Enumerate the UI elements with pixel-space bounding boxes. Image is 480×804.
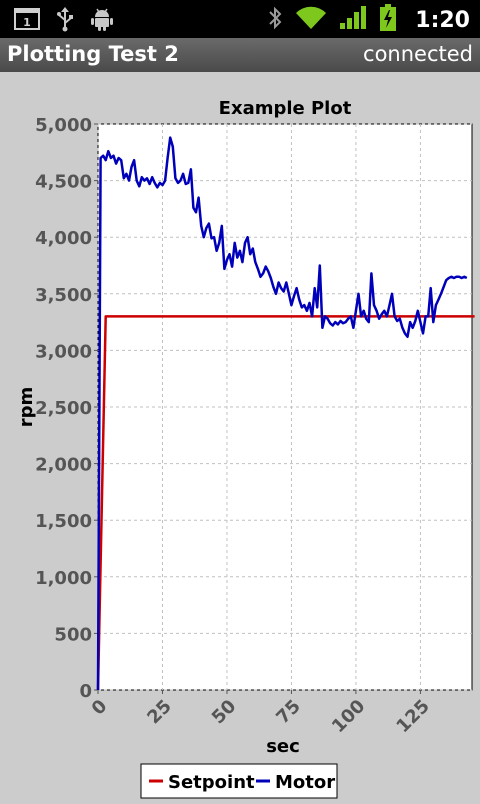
connection-status: connected (363, 42, 473, 66)
x-tick-label: 125 (392, 696, 433, 737)
y-tick-label: 1,000 (35, 568, 92, 589)
y-tick-label: 2,000 (35, 455, 92, 476)
notification-icon[interactable]: 1 (14, 7, 40, 35)
battery-charging-icon (379, 4, 397, 36)
series-line-motor (96, 136, 468, 691)
y-tick-label: 1,500 (35, 511, 92, 532)
wifi-icon (295, 5, 327, 35)
x-tick-label: 75 (272, 696, 305, 729)
y-tick-label: 500 (54, 624, 92, 645)
y-tick-label: 4,500 (35, 172, 92, 193)
chart-title: Example Plot (219, 98, 352, 119)
signal-icon (339, 5, 367, 35)
y-tick-label: 0 (79, 681, 92, 702)
chart-area: Example Plot 0 500 1,000 1,500 2,000 2,500 3,00… (0, 72, 480, 800)
y-tick-label: 4,000 (35, 228, 92, 249)
y-axis-label: rpm (16, 387, 37, 428)
usb-icon (54, 6, 76, 36)
app-title: Plotting Test 2 (7, 42, 179, 66)
android-debug-icon (90, 6, 114, 36)
line-chart: Example Plot 0 500 1,000 1,500 2,000 2,500 3,00… (16, 98, 475, 799)
x-axis-label: sec (266, 736, 300, 757)
legend-label: Motor (275, 772, 335, 793)
status-bar: 1 (0, 0, 480, 38)
y-tick-label: 3,500 (35, 285, 92, 306)
app-title-bar: Plotting Test 2 connected (0, 38, 480, 72)
bluetooth-icon (267, 5, 283, 35)
x-tick-label: 25 (143, 696, 176, 729)
x-tick-label: 50 (208, 696, 241, 729)
notification-count: 1 (23, 16, 31, 29)
clock: 1:20 (415, 7, 470, 33)
legend (140, 763, 338, 799)
y-tick-label: 5,000 (35, 115, 92, 136)
legend-label: Setpoint (168, 772, 255, 793)
y-tick-label: 2,500 (35, 398, 92, 419)
x-tick-label: 100 (328, 696, 369, 737)
y-tick-label: 3,000 (35, 341, 92, 362)
